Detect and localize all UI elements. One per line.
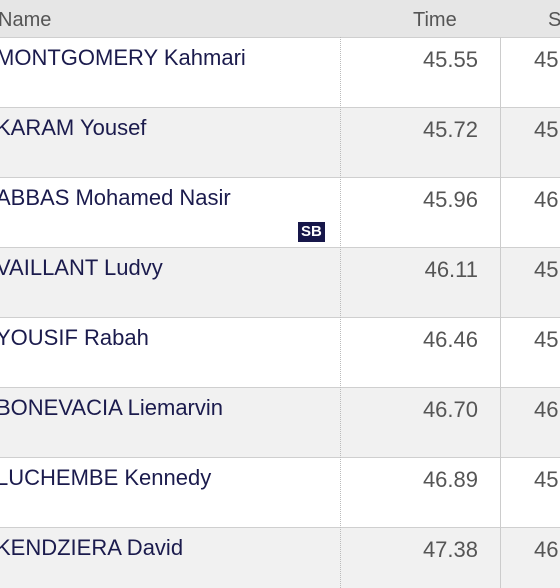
athlete-name: MONTGOMERY Kahmari: [0, 45, 246, 70]
time-cell: 46.11: [424, 257, 478, 282]
table-row: BONEVACIA Liemarvin 46.70 46: [0, 387, 560, 457]
athlete-name: KENDZIERA David: [0, 535, 184, 560]
table-header: Name Time S: [0, 0, 560, 37]
header-extra: S: [548, 9, 560, 31]
athlete-name: ABBAS Mohamed Nasir: [0, 185, 231, 210]
time-cell: 45.96: [422, 187, 478, 212]
extra-cell: 45: [534, 327, 559, 352]
time-cell: 47.38: [422, 537, 478, 562]
athlete-name: VAILLANT Ludvy: [0, 255, 163, 280]
table-row: YOUSIF Rabah 46.46 45: [0, 317, 560, 387]
extra-cell: 46: [534, 187, 559, 212]
time-cell: 46.70: [422, 397, 478, 422]
extra-cell: 46: [534, 397, 559, 422]
header-time: Time: [413, 9, 457, 31]
time-cell: 46.46: [422, 327, 478, 352]
extra-cell: 45: [534, 467, 559, 492]
table-row: KENDZIERA David 47.38 46: [0, 527, 560, 588]
extra-cell: 45: [534, 257, 559, 282]
table-row: ABBAS Mohamed Nasir 45.96 46 SB: [0, 177, 560, 247]
extra-cell: 45: [534, 117, 559, 142]
time-cell: 46.89: [422, 467, 478, 492]
header-name: Name: [0, 9, 52, 31]
time-cell: 45.72: [422, 117, 478, 142]
extra-cell: 46: [534, 537, 559, 562]
column-divider: [500, 37, 501, 588]
athlete-name: BONEVACIA Liemarvin: [0, 395, 224, 420]
table-row: VAILLANT Ludvy 46.11 45: [0, 247, 560, 317]
athlete-name: KARAM Yousef: [0, 115, 147, 140]
time-cell: 45.55: [422, 47, 478, 72]
record-badge: SB: [298, 222, 325, 242]
athlete-name: YOUSIF Rabah: [0, 325, 149, 350]
column-divider: [340, 37, 341, 588]
table-row: KARAM Yousef 45.72 45: [0, 107, 560, 177]
table-row: MONTGOMERY Kahmari 45.55 45: [0, 37, 560, 107]
extra-cell: 45: [534, 47, 559, 72]
table-row: LUCHEMBE Kennedy 46.89 45: [0, 457, 560, 527]
athlete-name: LUCHEMBE Kennedy: [0, 465, 212, 490]
